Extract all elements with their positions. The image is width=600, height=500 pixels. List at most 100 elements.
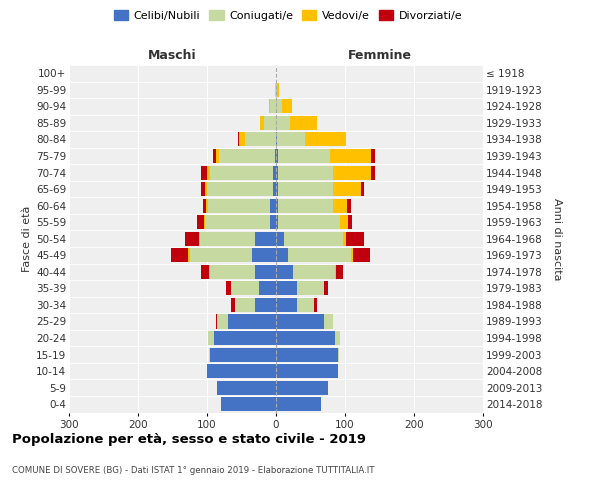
- Bar: [199, 232, 200, 246]
- Bar: [231, 282, 259, 296]
- Bar: [205, 215, 271, 229]
- Bar: [216, 314, 217, 328]
- Bar: [353, 248, 370, 262]
- Bar: [212, 149, 216, 163]
- Bar: [211, 348, 276, 362]
- Bar: [278, 182, 333, 196]
- Text: Maschi: Maschi: [148, 48, 197, 62]
- Bar: [276, 265, 293, 279]
- Bar: [325, 314, 332, 328]
- Text: Femmine: Femmine: [347, 48, 412, 62]
- Bar: [200, 232, 256, 246]
- Bar: [209, 265, 211, 279]
- Bar: [277, 83, 279, 97]
- Bar: [260, 116, 263, 130]
- Bar: [207, 182, 272, 196]
- Bar: [271, 215, 276, 229]
- Bar: [333, 198, 347, 212]
- Legend: Celibi/Nubili, Coniugati/e, Vedovi/e, Divorziati/e: Celibi/Nubili, Coniugati/e, Vedovi/e, Di…: [109, 6, 467, 25]
- Bar: [276, 380, 328, 394]
- Bar: [221, 397, 276, 411]
- Text: Popolazione per età, sesso e stato civile - 2019: Popolazione per età, sesso e stato civil…: [12, 432, 366, 446]
- Bar: [276, 182, 278, 196]
- Bar: [314, 298, 317, 312]
- Bar: [278, 215, 340, 229]
- Bar: [256, 232, 276, 246]
- Bar: [305, 132, 346, 146]
- Bar: [275, 149, 276, 163]
- Bar: [252, 248, 276, 262]
- Bar: [340, 215, 349, 229]
- Bar: [235, 298, 256, 312]
- Bar: [277, 132, 305, 146]
- Bar: [239, 132, 245, 146]
- Bar: [346, 232, 364, 246]
- Bar: [207, 364, 276, 378]
- Bar: [276, 331, 335, 345]
- Y-axis label: Anni di nascita: Anni di nascita: [552, 198, 562, 280]
- Bar: [278, 166, 333, 179]
- Bar: [330, 149, 371, 163]
- Bar: [276, 248, 289, 262]
- Bar: [276, 116, 290, 130]
- Bar: [335, 331, 340, 345]
- Bar: [333, 182, 361, 196]
- Bar: [276, 314, 325, 328]
- Bar: [290, 116, 317, 130]
- Bar: [272, 182, 276, 196]
- Bar: [289, 248, 350, 262]
- Bar: [371, 149, 374, 163]
- Bar: [217, 380, 276, 394]
- Bar: [343, 232, 346, 246]
- Bar: [278, 198, 333, 212]
- Bar: [296, 298, 314, 312]
- Bar: [205, 182, 207, 196]
- Bar: [220, 149, 275, 163]
- Bar: [276, 166, 278, 179]
- Bar: [325, 282, 328, 296]
- Bar: [238, 132, 239, 146]
- Bar: [201, 265, 209, 279]
- Bar: [208, 198, 271, 212]
- Bar: [190, 248, 252, 262]
- Bar: [272, 166, 276, 179]
- Bar: [349, 215, 352, 229]
- Bar: [276, 397, 321, 411]
- Bar: [217, 314, 228, 328]
- Bar: [276, 100, 281, 114]
- Bar: [188, 248, 190, 262]
- Bar: [202, 166, 207, 179]
- Bar: [207, 166, 211, 179]
- Bar: [228, 314, 276, 328]
- Bar: [203, 198, 206, 212]
- Bar: [226, 282, 231, 296]
- Y-axis label: Fasce di età: Fasce di età: [22, 206, 32, 272]
- Bar: [211, 265, 256, 279]
- Bar: [371, 166, 374, 179]
- Bar: [202, 182, 205, 196]
- Bar: [231, 298, 235, 312]
- Bar: [263, 116, 276, 130]
- Bar: [209, 348, 211, 362]
- Bar: [276, 298, 296, 312]
- Bar: [281, 100, 292, 114]
- Bar: [256, 265, 276, 279]
- Bar: [335, 265, 336, 279]
- Bar: [275, 83, 276, 97]
- Bar: [278, 149, 330, 163]
- Bar: [361, 182, 364, 196]
- Bar: [276, 132, 277, 146]
- Text: COMUNE DI SOVERE (BG) - Dati ISTAT 1° gennaio 2019 - Elaborazione TUTTITALIA.IT: COMUNE DI SOVERE (BG) - Dati ISTAT 1° ge…: [12, 466, 374, 475]
- Bar: [269, 100, 271, 114]
- Bar: [336, 265, 343, 279]
- Bar: [256, 298, 276, 312]
- Bar: [276, 215, 278, 229]
- Bar: [276, 364, 338, 378]
- Bar: [206, 198, 208, 212]
- Bar: [350, 248, 353, 262]
- Bar: [208, 331, 214, 345]
- Bar: [259, 282, 276, 296]
- Bar: [276, 348, 338, 362]
- Bar: [197, 215, 203, 229]
- Bar: [276, 198, 278, 212]
